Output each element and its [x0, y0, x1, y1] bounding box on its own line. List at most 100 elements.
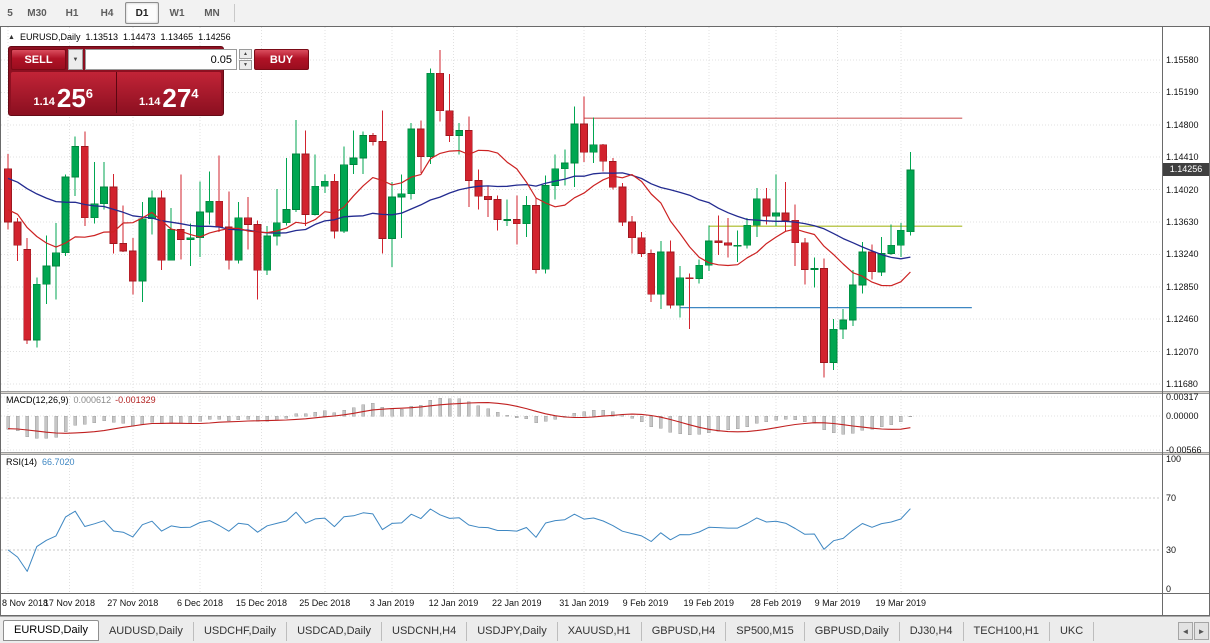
timeframe-button-M30[interactable]: M30: [27, 7, 47, 19]
chart-tab-GBPUSD-Daily[interactable]: GBPUSD,Daily: [805, 622, 900, 641]
price-axis-tick: 1.15190: [1166, 87, 1199, 98]
tab-scroll-arrows: ◄ ►: [1176, 622, 1209, 640]
chart-tab-UKC[interactable]: UKC: [1050, 622, 1095, 641]
macd-main-value: 0.000612: [73, 395, 112, 405]
volume-down-icon[interactable]: ▼: [239, 60, 252, 70]
date-axis-label: 19 Feb 2019: [683, 598, 735, 608]
macd-axis-tick: -0.00566: [1166, 445, 1202, 455]
macd-signal-value: -0.001329: [115, 395, 156, 405]
macd-axis-tick: 0.00317: [1166, 392, 1199, 402]
ask-prefix: 1.14: [138, 96, 161, 108]
chart-tab-GBPUSD-H4[interactable]: GBPUSD,H4: [642, 622, 727, 641]
date-axis-label: 17 Nov 2018: [43, 598, 95, 608]
rsi-name: RSI(14): [6, 457, 38, 467]
bid-pipette: 6: [85, 86, 94, 101]
date-axis-label: 31 Jan 2019: [559, 598, 609, 608]
bid-price[interactable]: 1.14 25 6: [11, 72, 117, 113]
macd-grid: [1, 396, 1161, 451]
chart-tab-bar: EURUSD,Daily AUDUSD,Daily USDCHF,Daily USDC…: [0, 616, 1210, 643]
macd-indicator-label: MACD(12,26,9) 0.000612 -0.001329: [6, 395, 156, 405]
price-axis-tick: 1.12070: [1166, 346, 1199, 357]
chart-tab-SP500-M15[interactable]: SP500,M15: [726, 622, 805, 641]
price-axis-tick: 1.12850: [1166, 281, 1199, 292]
macd-histogram: [6, 398, 913, 439]
date-axis-label: 22 Jan 2019: [492, 598, 542, 608]
one-click-trading-panel: SELL ▼ ▲ ▼ BUY 1.14 25 6 1.14 27 4: [8, 46, 309, 116]
chart-tab-USDCNH-H4[interactable]: USDCNH,H4: [382, 622, 468, 641]
macd-name: MACD(12,26,9): [6, 395, 69, 405]
tab-scroll-left-icon[interactable]: ◄: [1178, 622, 1193, 640]
date-axis-label: 6 Dec 2018: [176, 598, 224, 608]
rsi-value: 66.7020: [42, 457, 75, 467]
date-axis-label: 28 Feb 2019: [750, 598, 802, 608]
ohlc-low: 1.13465: [160, 32, 194, 42]
date-axis-label: 9 Mar 2019: [814, 598, 861, 608]
chart-tab-USDCHF-Daily[interactable]: USDCHF,Daily: [194, 622, 288, 641]
ohlc-open: 1.13513: [85, 32, 118, 42]
timeframe-toolbar: 5 M30 H1 H4 D1 W1 MN: [0, 0, 1210, 27]
grid: [1, 27, 1161, 593]
date-axis-label: 9 Feb 2019: [622, 598, 669, 608]
sell-button[interactable]: SELL: [11, 49, 66, 70]
ask-price[interactable]: 1.14 27 4: [116, 72, 221, 113]
date-axis-label: 8 Nov 2018: [2, 598, 49, 608]
rsi-line: [7, 508, 911, 572]
volume-dropdown-icon[interactable]: ▼: [68, 49, 83, 70]
chart-tab-EURUSD-Daily[interactable]: EURUSD,Daily: [3, 620, 99, 641]
date-axis-label: 27 Nov 2018: [107, 598, 159, 608]
date-axis-label: 19 Mar 2019: [875, 598, 927, 608]
date-axis-label: 25 Dec 2018: [299, 598, 351, 608]
date-axis-label: 12 Jan 2019: [428, 598, 479, 608]
candles: [4, 50, 915, 378]
volume-stepper: ▲ ▼: [239, 49, 252, 70]
price-axis-tick: 1.13240: [1166, 249, 1199, 260]
chart-tab-AUDUSD-Daily[interactable]: AUDUSD,Daily: [99, 622, 194, 641]
timeframe-button-H4[interactable]: H4: [100, 7, 114, 19]
bid-big-digits: 25: [56, 83, 86, 113]
rsi-grid: [1, 497, 1161, 551]
price-axis-tick: 1.14410: [1166, 152, 1199, 163]
buy-button[interactable]: BUY: [254, 49, 309, 70]
chart-tab-TECH100-H1[interactable]: TECH100,H1: [964, 622, 1050, 641]
price-axis-tick: 1.14020: [1166, 184, 1199, 195]
rsi-indicator-label: RSI(14) 66.7020: [6, 457, 75, 467]
rsi-axis-tick: 100: [1166, 454, 1182, 464]
current-price-badge: 1.14256: [1163, 163, 1209, 177]
chart-tab-USDCAD-Daily[interactable]: USDCAD,Daily: [287, 622, 383, 641]
chart-ohlc-header: ▲ EURUSD,Daily 1.13513 1.14473 1.13465 1…: [8, 32, 231, 42]
chart-canvas[interactable]: [0, 26, 1210, 616]
rsi-axis-tick: 0: [1166, 584, 1172, 594]
ma-fast-line: [7, 149, 911, 287]
ohlc-close: 1.14256: [198, 32, 231, 42]
chart-tab-USDJPY-Daily[interactable]: USDJPY,Daily: [467, 622, 558, 641]
price-axis-tick: 1.13630: [1166, 217, 1199, 227]
ask-pipette: 4: [191, 86, 199, 101]
price-axis-tick: 1.11680: [1166, 379, 1198, 389]
price-axis-tick: 1.15580: [1166, 55, 1199, 65]
ma-slow-line: [7, 172, 911, 260]
ask-big-digits: 27: [162, 83, 192, 113]
timeframe-button-H1[interactable]: H1: [65, 7, 79, 19]
macd-signal-line: [7, 402, 911, 434]
frame: [0, 26, 1210, 616]
timeframe-button-D1[interactable]: D1: [125, 2, 159, 24]
chart-title: EURUSD,Daily: [19, 32, 81, 42]
volume-input[interactable]: [85, 49, 237, 70]
rsi-axis-tick: 70: [1166, 493, 1177, 503]
chart-tab-DJ30-H4[interactable]: DJ30,H4: [900, 622, 964, 641]
timeframe-button-5[interactable]: 5: [7, 7, 13, 19]
macd-axis-tick: 0.00000: [1166, 411, 1199, 422]
volume-up-icon[interactable]: ▲: [239, 49, 252, 59]
collapse-trade-panel-icon[interactable]: ▲: [8, 33, 15, 41]
tab-scroll-right-icon[interactable]: ►: [1194, 622, 1209, 640]
price-axis-tick: 1.14800: [1166, 119, 1199, 130]
date-axis-label: 15 Dec 2018: [235, 598, 287, 608]
date-axis-label: 3 Jan 2019: [369, 598, 415, 608]
price-axis-tick: 1.12460: [1166, 314, 1199, 325]
timeframe-button-MN[interactable]: MN: [204, 7, 220, 19]
ohlc-high: 1.14473: [123, 32, 156, 42]
timeframe-button-W1[interactable]: W1: [169, 7, 185, 19]
rsi-axis-tick: 30: [1166, 545, 1177, 555]
chart-window: 1.15580 1.15190 1.14800 1.14410 1.14020 1.136…: [0, 26, 1210, 616]
chart-tab-XAUUSD-H1[interactable]: XAUUSD,H1: [558, 622, 642, 641]
